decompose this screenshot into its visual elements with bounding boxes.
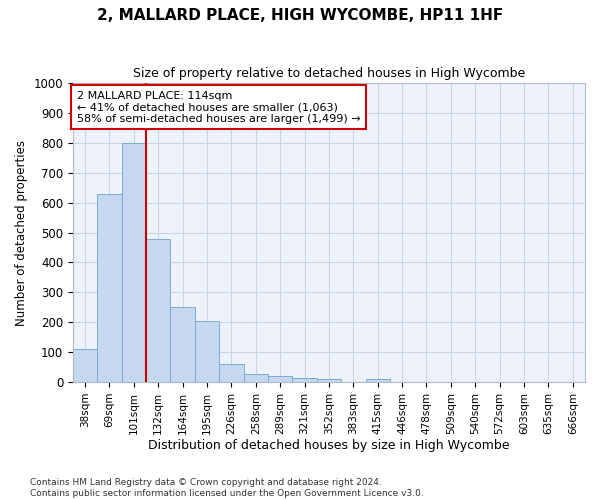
Bar [244,374,268,382]
Bar [268,376,292,382]
Text: 2, MALLARD PLACE, HIGH WYCOMBE, HP11 1HF: 2, MALLARD PLACE, HIGH WYCOMBE, HP11 1HF [97,8,503,22]
Bar [317,379,341,382]
Bar [122,143,146,382]
Bar [195,321,219,382]
X-axis label: Distribution of detached houses by size in High Wycombe: Distribution of detached houses by size … [148,440,510,452]
Text: 2 MALLARD PLACE: 114sqm
← 41% of detached houses are smaller (1,063)
58% of semi: 2 MALLARD PLACE: 114sqm ← 41% of detache… [77,90,360,124]
Y-axis label: Number of detached properties: Number of detached properties [15,140,28,326]
Bar [97,194,122,382]
Bar [73,349,97,382]
Bar [219,364,244,382]
Bar [292,378,317,382]
Bar [146,238,170,382]
Bar [170,308,195,382]
Bar [365,379,390,382]
Text: Contains HM Land Registry data © Crown copyright and database right 2024.
Contai: Contains HM Land Registry data © Crown c… [30,478,424,498]
Title: Size of property relative to detached houses in High Wycombe: Size of property relative to detached ho… [133,68,525,80]
